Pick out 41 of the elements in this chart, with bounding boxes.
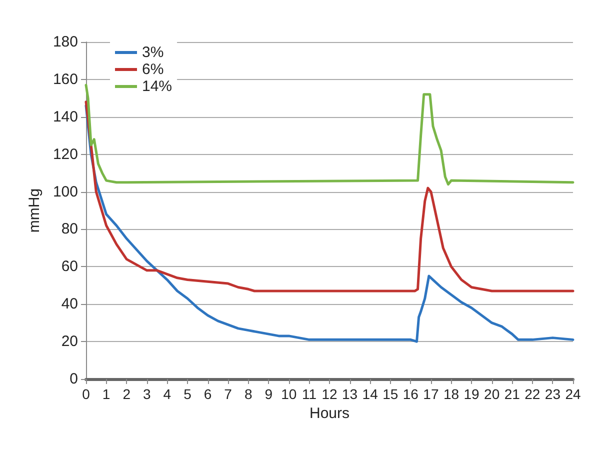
x-tick-label: 24 [565, 386, 581, 402]
y-tick-label: 120 [52, 146, 78, 163]
x-tick-label: 13 [342, 386, 358, 402]
y-tick-label: 100 [52, 183, 78, 200]
x-tick-label: 2 [122, 386, 131, 402]
x-tick-label: 11 [302, 386, 317, 402]
x-axis-title: Hours [309, 404, 350, 422]
x-tick-label: 20 [484, 386, 500, 402]
x-tick-label: 8 [244, 386, 252, 402]
y-tick-label: 160 [52, 70, 78, 88]
x-tick-label: 3 [142, 386, 151, 402]
y-tick-label: 40 [61, 296, 78, 313]
x-tick-label: 21 [504, 386, 520, 402]
legend-label: 14% [142, 78, 172, 95]
y-tick-label: 60 [61, 258, 78, 276]
y-tick-label: 180 [52, 34, 78, 50]
x-tick-label: 23 [544, 386, 561, 402]
x-tick-label: 17 [423, 386, 439, 402]
x-tick-label: 10 [281, 386, 297, 402]
y-tick-label: 0 [70, 370, 78, 388]
x-tick-label: 6 [204, 386, 212, 402]
x-tick-label: 12 [322, 386, 338, 402]
x-tick-label: 22 [524, 386, 540, 402]
x-tick-label: 4 [163, 386, 172, 402]
x-tick-label: 5 [184, 386, 192, 402]
y-tick-label: 140 [52, 108, 78, 126]
x-tick-label: 7 [224, 386, 232, 402]
x-tick-label: 1 [102, 386, 110, 402]
x-tick-label: 19 [464, 386, 480, 402]
x-tick-label: 14 [362, 386, 378, 402]
y-tick-label: 80 [61, 220, 78, 238]
x-tick-label: 16 [402, 386, 419, 402]
x-tick-label: 18 [443, 386, 460, 402]
y-tick-label: 20 [61, 333, 78, 350]
legend-label: 3% [142, 44, 164, 61]
x-tick-label: 0 [82, 386, 90, 402]
y-axis-title: mmHg [26, 188, 43, 233]
legend-label: 6% [142, 61, 164, 78]
line-series [84, 100, 574, 292]
x-tick-label: 15 [382, 386, 398, 402]
x-tick-label: 9 [264, 386, 273, 402]
